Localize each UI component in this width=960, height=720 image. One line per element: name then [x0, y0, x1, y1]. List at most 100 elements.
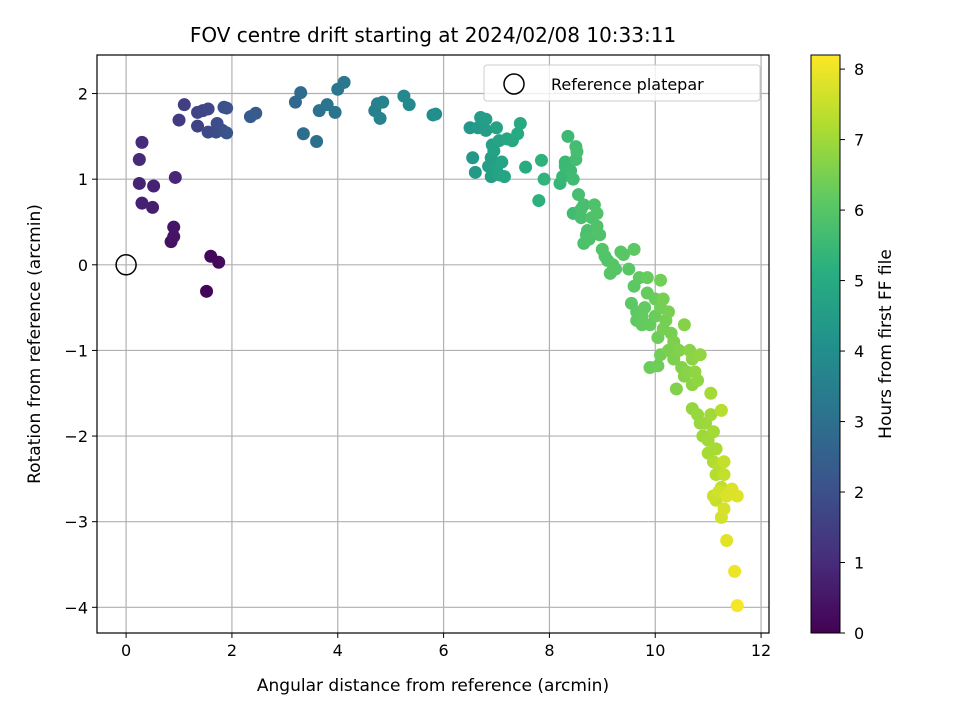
data-point — [220, 126, 234, 140]
x-tick-label: 10 — [645, 641, 665, 660]
data-point — [212, 255, 226, 269]
colorbar-gradient — [810, 54, 841, 634]
x-tick-label: 12 — [751, 641, 771, 660]
data-point — [373, 111, 387, 125]
reference-marker — [115, 254, 137, 276]
data-point — [479, 112, 493, 126]
data-point — [167, 230, 181, 244]
data-point — [728, 564, 742, 578]
data-point — [561, 129, 575, 143]
data-point — [574, 211, 588, 225]
data-point — [627, 242, 641, 256]
data-point — [656, 292, 670, 306]
data-point — [466, 151, 480, 165]
colorbar-tick-label: 0 — [854, 624, 864, 643]
colorbar-tick-label: 6 — [854, 201, 864, 220]
legend-marker-icon — [503, 73, 525, 95]
colorbar-tick-label: 8 — [854, 60, 864, 79]
data-point — [609, 262, 623, 276]
data-point — [709, 442, 723, 456]
x-tick-label: 8 — [544, 641, 554, 660]
data-point — [337, 75, 351, 89]
data-point — [704, 386, 718, 400]
colorbar-tick-label: 3 — [854, 413, 864, 432]
data-point — [468, 165, 482, 179]
colorbar-ticks: 0 1 2 3 4 5 6 7 8 — [840, 60, 864, 643]
data-point — [294, 86, 308, 100]
data-point — [706, 425, 720, 439]
y-tick-label: −1 — [64, 341, 88, 360]
data-point — [513, 117, 527, 131]
data-point — [132, 176, 146, 190]
data-point — [376, 95, 390, 109]
data-point — [537, 172, 551, 186]
data-point — [570, 145, 584, 159]
x-tick-label: 2 — [227, 641, 237, 660]
data-point — [582, 232, 596, 246]
data-point — [693, 348, 707, 362]
data-point — [220, 101, 234, 115]
data-point — [167, 220, 181, 234]
colorbar-tick-label: 1 — [854, 554, 864, 573]
data-point — [691, 373, 705, 387]
data-point — [717, 502, 731, 516]
data-point — [147, 179, 161, 193]
chart-title: FOV centre drift starting at 2024/02/08 … — [190, 23, 676, 47]
data-point — [519, 160, 533, 174]
data-point — [590, 206, 604, 220]
data-point — [640, 271, 654, 285]
data-point — [495, 155, 509, 169]
data-point — [177, 98, 191, 112]
data-point — [479, 123, 493, 137]
y-tick-label: −4 — [64, 598, 88, 617]
y-tick-label: −3 — [64, 513, 88, 532]
data-point — [672, 343, 686, 357]
data-point — [651, 359, 665, 373]
colorbar-tick-label: 5 — [854, 272, 864, 291]
colorbar-tick-label: 7 — [854, 131, 864, 150]
colorbar: 0 1 2 3 4 5 6 7 8 Hours from first FF file — [810, 54, 896, 643]
data-point — [532, 194, 546, 208]
data-point — [201, 102, 215, 116]
y-tick-label: 2 — [78, 85, 88, 104]
x-tick-label: 6 — [438, 641, 448, 660]
data-point — [704, 408, 718, 422]
data-point — [132, 152, 146, 166]
x-tick-label: 4 — [333, 641, 343, 660]
x-tick-label: 0 — [121, 641, 131, 660]
data-point — [714, 403, 728, 417]
colorbar-tick-label: 4 — [854, 342, 864, 361]
data-point — [487, 144, 501, 158]
plot-frame — [96, 54, 770, 634]
legend: Reference platepar — [483, 64, 761, 102]
data-point — [654, 273, 668, 287]
data-point — [429, 107, 443, 121]
data-point — [638, 301, 652, 315]
reference-point-marker — [115, 254, 137, 276]
data-point — [534, 153, 548, 167]
data-point — [616, 248, 630, 262]
data-point — [402, 98, 416, 112]
y-tick-label: 1 — [78, 170, 88, 189]
y-tick-label: 0 — [78, 256, 88, 275]
legend-label: Reference platepar — [551, 75, 704, 94]
data-point — [191, 119, 205, 133]
data-point — [577, 198, 591, 212]
colorbar-label: Hours from first FF file — [876, 249, 896, 439]
data-point — [572, 188, 586, 202]
data-point — [168, 170, 182, 184]
data-point — [489, 121, 503, 135]
data-point — [511, 127, 525, 141]
data-point — [146, 200, 160, 214]
data-point — [730, 599, 744, 613]
data-point — [622, 262, 636, 276]
data-point — [249, 106, 263, 120]
data-point — [200, 284, 214, 298]
data-point — [296, 127, 310, 141]
data-point — [497, 170, 511, 184]
data-point — [720, 534, 734, 548]
data-point — [677, 318, 691, 332]
y-axis-label: Rotation from reference (arcmin) — [25, 204, 45, 484]
